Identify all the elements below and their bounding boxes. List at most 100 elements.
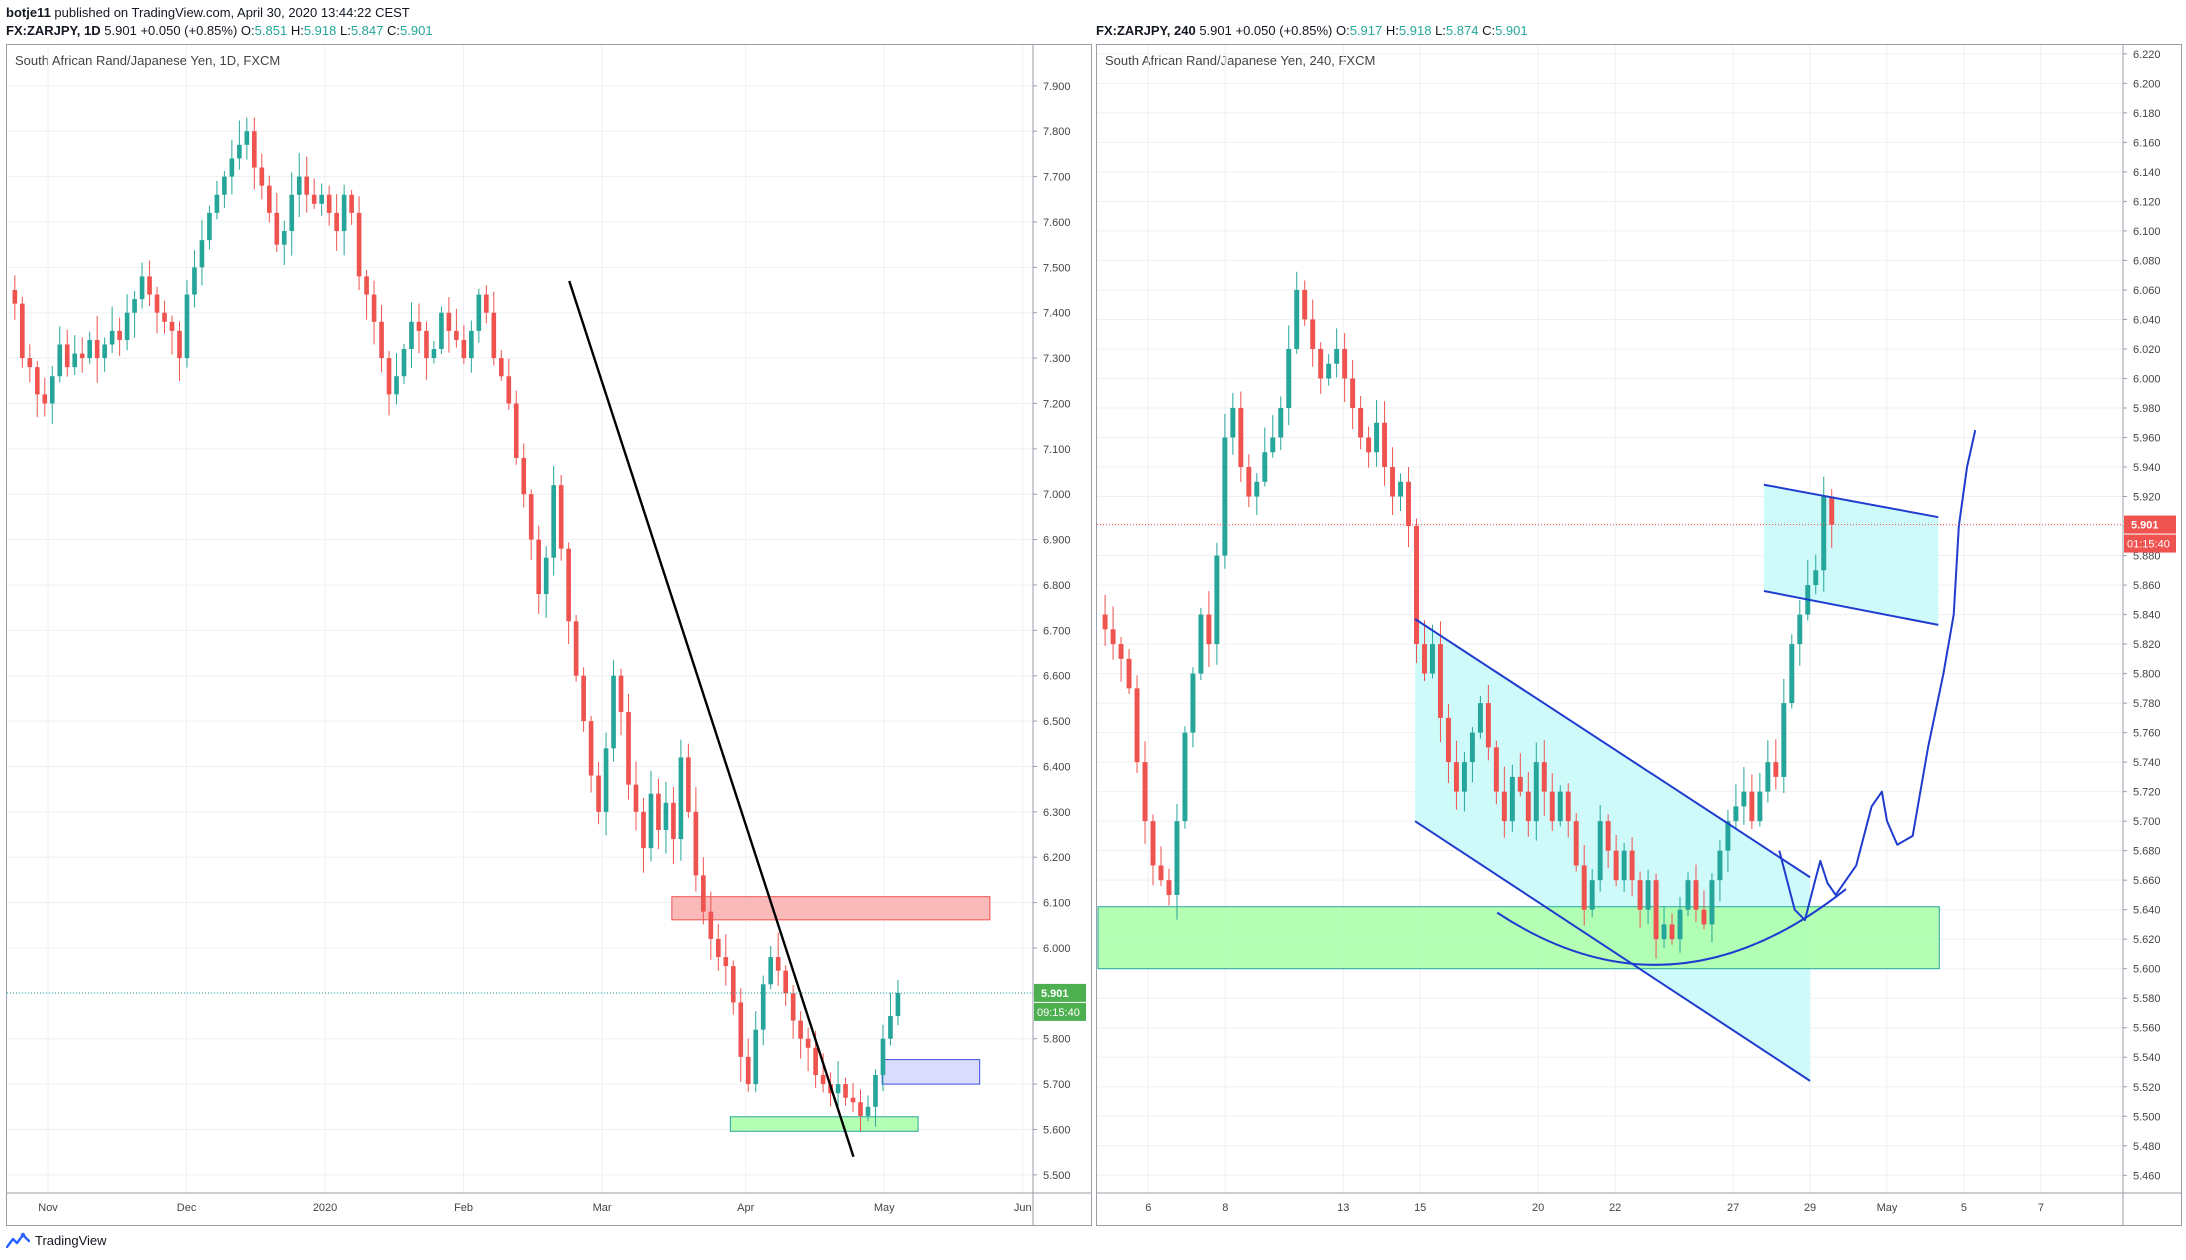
right-rounding-bottom-arc: [1496, 888, 1847, 966]
right-x-tick-label: 5: [1961, 1202, 1967, 1214]
right-price-tag-bg: [2124, 515, 2176, 534]
left-candle-body: [439, 312, 444, 350]
right-y-tick-label: 5.660: [2133, 875, 2161, 887]
left-candle-body: [304, 176, 310, 195]
left-candle-body: [394, 376, 399, 395]
left-candle-body: [730, 966, 736, 1003]
left-candle-body: [603, 748, 609, 812]
right-chart-panel[interactable]: South African Rand/Japanese Yen, 240, FX…: [1096, 44, 2182, 1226]
left-candle-body: [177, 330, 182, 359]
left-candle-body: [618, 675, 624, 713]
right-h-label: H:: [1385, 23, 1399, 38]
right-y-tick-label: 6.100: [2133, 226, 2161, 238]
right-candle-body: [1398, 481, 1404, 497]
right-candle-body: [1102, 614, 1108, 630]
left-candle-body: [27, 358, 33, 368]
left-candle-body: [513, 403, 519, 458]
left-y-tick-label: 5.700: [1043, 1079, 1071, 1091]
right-timer-tag: 01:15:40: [2127, 539, 2170, 551]
right-symbol[interactable]: FX:ZARJPY, 240: [1096, 23, 1196, 38]
left-candle-body: [454, 330, 459, 340]
left-candle-body: [79, 353, 85, 359]
brand-label: TradingView: [35, 1232, 107, 1248]
right-y-tick-label: 5.520: [2133, 1082, 2161, 1094]
left-x-tick-label: May: [874, 1202, 895, 1214]
left-candle-body: [461, 339, 467, 359]
right-channel-upper: [1763, 483, 1939, 519]
right-candle-body: [1390, 467, 1396, 497]
left-candle-body: [252, 131, 257, 168]
left-candle-body: [551, 485, 556, 558]
left-candle-body: [42, 394, 48, 404]
left-candle-body: [281, 231, 287, 245]
left-candle-body: [798, 1020, 803, 1039]
left-y-tick-label: 7.200: [1043, 398, 1071, 410]
left-candle-body: [521, 457, 527, 495]
left-candle-body: [790, 993, 796, 1021]
right-candle-body: [1757, 791, 1763, 822]
left-candle-body: [446, 312, 452, 331]
tradingview-brand[interactable]: TradingView: [6, 1232, 107, 1248]
left-candle-body: [102, 344, 107, 359]
left-candle-body: [334, 212, 339, 232]
right-timer-tag-bg: [2124, 534, 2176, 553]
right-candle-body: [1517, 776, 1523, 792]
left-candle-body: [139, 276, 145, 300]
right-channel-upper: [1414, 618, 1811, 879]
left-candle-body: [424, 330, 429, 359]
left-x-tick-label: Mar: [593, 1202, 612, 1214]
right-candle-body: [1469, 732, 1475, 763]
left-close: 5.901: [400, 23, 433, 38]
left-candle-body: [843, 1084, 848, 1098]
right-candle-body: [1286, 348, 1292, 408]
left-candle-body: [379, 321, 384, 359]
right-candle-body: [1733, 806, 1739, 822]
left-candle-body: [813, 1047, 818, 1076]
left-y-tick-label: 7.800: [1043, 126, 1071, 138]
left-trendline: [568, 280, 855, 1158]
right-candle-body: [1126, 658, 1132, 689]
left-candle-body: [596, 775, 601, 812]
left-candle-body: [184, 294, 190, 359]
left-low: 5.847: [350, 23, 384, 38]
left-chart-svg[interactable]: 7.900 7.800 7.700 7.600 7.500 7.400 7.300 7.200…: [7, 45, 1091, 1225]
right-candle-body: [1198, 614, 1204, 674]
right-candle-body: [1557, 791, 1563, 822]
left-y-tick-label: 6.500: [1043, 716, 1071, 728]
left-symbol[interactable]: FX:ZARJPY, 1D: [6, 23, 101, 38]
left-candle-body: [641, 811, 646, 849]
left-candle-body: [169, 321, 175, 331]
left-candle-body: [783, 970, 788, 994]
right-candle-body: [1302, 289, 1308, 320]
left-chart-panel[interactable]: South African Rand/Japanese Yen, 1D, FXC…: [6, 44, 1092, 1226]
right-y-tick-label: 5.860: [2133, 580, 2161, 592]
right-y-tick-label: 5.720: [2133, 787, 2161, 799]
right-y-tick-label: 5.540: [2133, 1052, 2161, 1064]
left-candle-body: [768, 957, 774, 985]
right-candle-body: [1533, 762, 1539, 822]
right-y-tick-label: 5.780: [2133, 698, 2161, 710]
right-y-tick-label: 5.740: [2133, 757, 2161, 769]
right-chart-svg[interactable]: 6.220 6.200 6.180 6.160 6.140 6.120 6.100 6.080…: [1097, 45, 2181, 1225]
right-candle-body: [1166, 880, 1172, 895]
right-y-tick-label: 6.020: [2133, 344, 2161, 356]
left-candle-body: [678, 757, 684, 840]
right-candle-body: [1310, 319, 1316, 349]
right-candle-body: [1565, 791, 1571, 822]
publisher-name[interactable]: botje11: [6, 5, 51, 20]
tradingview-logo-icon: [6, 1232, 30, 1248]
left-candle-body: [491, 312, 497, 359]
right-candle-body: [1318, 348, 1324, 379]
right-ohlc-legend: FX:ZARJPY, 240 5.901 +0.050 (+0.85%) O:5…: [1096, 22, 1528, 40]
left-y-tick-label: 7.900: [1043, 81, 1071, 93]
left-candle-body: [409, 321, 414, 350]
left-candle-body: [341, 194, 347, 232]
left-y-tick-label: 7.600: [1043, 217, 1071, 229]
left-candle-body: [57, 344, 63, 377]
right-y-tick-label: 5.680: [2133, 846, 2161, 858]
right-candle-body: [1174, 821, 1180, 895]
left-candle-body: [469, 330, 474, 359]
right-y-tick-label: 5.960: [2133, 433, 2161, 445]
left-candle-body: [94, 339, 100, 359]
right-candle-body: [1230, 407, 1236, 438]
